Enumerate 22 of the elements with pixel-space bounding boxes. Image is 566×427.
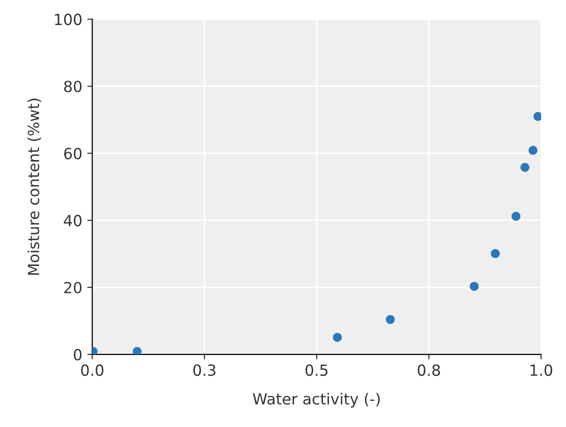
y-tick-label: 20 (64, 282, 82, 294)
y-tick-label: 60 (64, 148, 82, 160)
point (533, 112, 542, 121)
x-tick-label: 1.0 (530, 364, 552, 376)
y-axis-title: Moisture content (%wt) (27, 98, 42, 275)
y-tick-label: 100 (55, 14, 82, 26)
point (332, 332, 342, 342)
point (520, 162, 530, 172)
x-axis-title: Water activity (-) (252, 392, 380, 408)
x-tick-label: 0.3 (193, 364, 216, 376)
x-tick-label: 0.5 (306, 364, 328, 376)
y-tick-label: 40 (64, 214, 82, 226)
point (470, 282, 479, 291)
y-tick-label: 80 (64, 80, 82, 92)
point (386, 315, 395, 324)
point (490, 249, 500, 258)
point (132, 346, 142, 354)
point (511, 212, 520, 221)
point (528, 146, 538, 155)
x-tick-label: 0.8 (418, 364, 440, 376)
y-tick-label: 0 (74, 348, 82, 360)
x-tick-label: 0.0 (81, 364, 104, 376)
